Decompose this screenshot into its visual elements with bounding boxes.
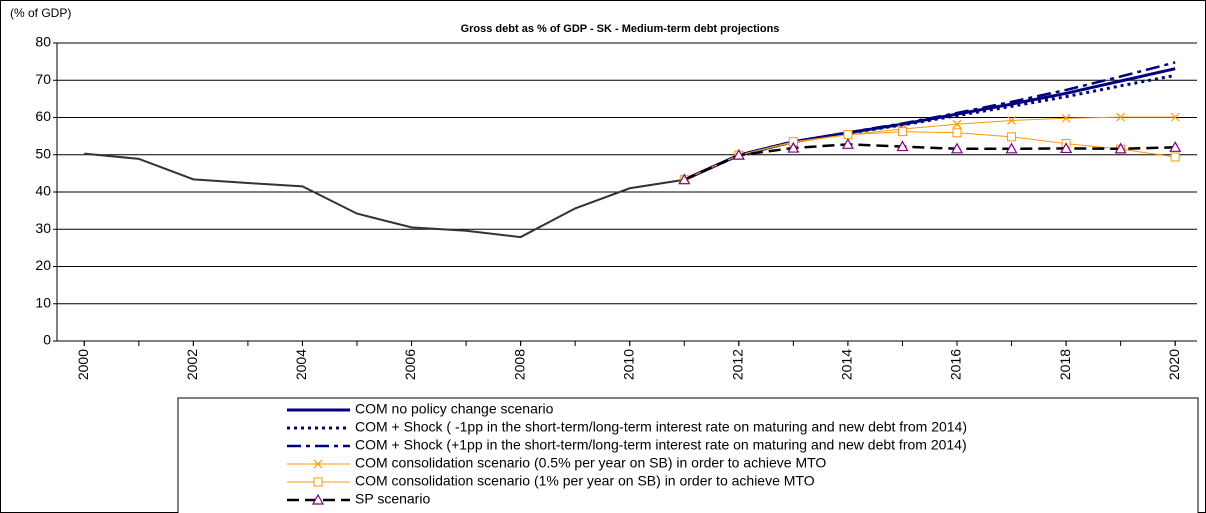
- y-tick-label: 10: [35, 294, 51, 310]
- legend-label: COM + Shock ( -1pp in the short-term/lon…: [355, 419, 967, 435]
- series-line: [683, 143, 1176, 181]
- marker-triangle: [787, 141, 800, 153]
- legend-label: COM no policy change scenario: [355, 401, 554, 417]
- x-tick-label: 2012: [730, 349, 746, 380]
- marker-square: [952, 128, 962, 138]
- x-tick-label: 2008: [511, 349, 527, 380]
- marker-square: [1007, 132, 1017, 142]
- marker-x: [313, 459, 323, 469]
- x-tick-label: 2006: [402, 349, 418, 380]
- marker-square: [897, 127, 907, 137]
- marker-square: [1170, 152, 1180, 162]
- marker-x: [952, 119, 962, 129]
- marker-triangle: [1114, 142, 1127, 154]
- y-tick-label: 80: [35, 34, 51, 50]
- x-tick-label: 2018: [1057, 349, 1073, 380]
- legend-label: COM consolidation scenario (0.5% per yea…: [355, 455, 826, 471]
- legend-label: COM + Shock (+1pp in the short-term/long…: [355, 437, 967, 453]
- marker-square: [843, 130, 853, 140]
- marker-triangle: [841, 138, 854, 149]
- x-tick-label: 2020: [1166, 349, 1182, 380]
- marker-triangle: [1060, 142, 1073, 154]
- series-line: [683, 73, 1176, 182]
- marker-triangle: [1169, 141, 1182, 152]
- series-line: [684, 131, 1176, 181]
- legend-box: [177, 397, 1199, 513]
- legend-label: SP scenario: [355, 491, 430, 507]
- y-tick-label: 20: [35, 257, 51, 273]
- y-tick-label: 60: [35, 108, 51, 124]
- x-tick-label: 2016: [948, 349, 964, 380]
- marker-triangle: [950, 142, 964, 154]
- marker-triangle: [1005, 142, 1018, 154]
- marker-triangle: [732, 148, 745, 160]
- marker-x: [1116, 112, 1126, 122]
- x-tick-label: 2002: [184, 349, 200, 380]
- x-tick-label: 2000: [75, 349, 91, 380]
- marker-x: [1061, 113, 1071, 123]
- chart-title: Gross debt as % of GDP - SK - Medium-ter…: [461, 23, 780, 35]
- x-tick-label: 2004: [293, 349, 309, 380]
- y-tick-label: 70: [35, 71, 51, 87]
- series-line: [84, 152, 685, 239]
- series-line: [683, 67, 1176, 182]
- y-tick-label: 30: [35, 220, 51, 236]
- x-tick-label: 2010: [620, 349, 636, 380]
- y-axis-label: (% of GDP): [10, 6, 71, 20]
- y-tick-label: 0: [43, 332, 51, 348]
- x-tick-label: 2014: [839, 349, 855, 380]
- marker-triangle: [311, 493, 325, 505]
- marker-triangle: [896, 140, 909, 152]
- marker-x: [1170, 112, 1180, 122]
- marker-square: [313, 477, 323, 487]
- y-tick-label: 50: [35, 145, 51, 161]
- marker-x: [1007, 116, 1016, 125]
- legend-label: COM consolidation scenario (1% per year …: [355, 473, 815, 489]
- y-tick-label: 40: [35, 183, 51, 199]
- marker-triangle: [678, 173, 691, 185]
